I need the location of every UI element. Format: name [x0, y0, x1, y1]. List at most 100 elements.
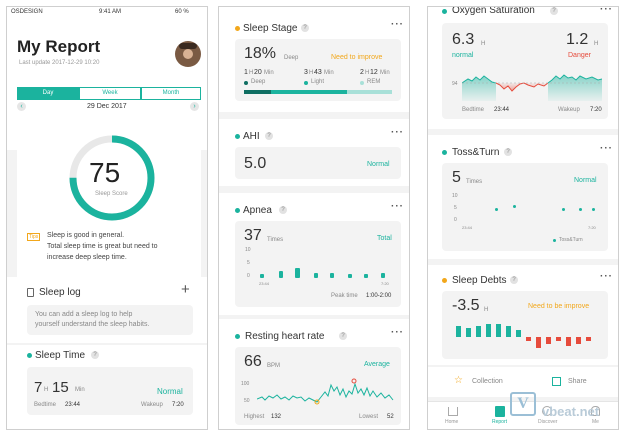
- toss-ytick: 0: [454, 217, 457, 223]
- toss-title: Toss&Turn: [452, 147, 500, 158]
- apnea-bar: [330, 273, 334, 278]
- oxygen-normal-status: normal: [452, 52, 474, 59]
- debt-bar: [496, 323, 501, 337]
- bedtime-label: Bedtime: [34, 402, 57, 408]
- ahi-value: 5.0: [244, 155, 267, 172]
- heart-unit: BPM: [267, 363, 281, 369]
- oxygen-wakeup-value: 7:20: [590, 107, 602, 113]
- sleep-stage-dot: [235, 26, 240, 31]
- tab-day[interactable]: Day: [17, 87, 79, 100]
- heart-ytick: 50: [244, 398, 250, 404]
- help-icon[interactable]: ?: [504, 148, 512, 156]
- nav-me[interactable]: Me: [592, 419, 599, 425]
- more-icon[interactable]: ···: [600, 271, 613, 282]
- rem-minutes: 12: [370, 69, 378, 76]
- rem-minutes-unit: Min: [380, 70, 390, 76]
- debt-bar: [536, 337, 541, 348]
- debt-bar: [566, 337, 571, 346]
- heart-dot: [235, 334, 240, 339]
- light-minutes-unit: Min: [324, 70, 334, 76]
- nav-discover[interactable]: Discover: [538, 419, 558, 425]
- report-screen: OSDESIGN 9:41 AM 60 % My Report Last upd…: [6, 6, 208, 430]
- more-icon[interactable]: ···: [600, 143, 613, 154]
- deep-minutes: 20: [254, 69, 262, 76]
- oxygen-dot: [442, 9, 447, 14]
- sleep-stage-card: Sleep Stage ? ··· 18% Deep Need to impro…: [219, 7, 409, 112]
- star-icon[interactable]: ☆: [454, 375, 463, 386]
- help-icon[interactable]: ?: [339, 332, 347, 340]
- sleep-time-title: Sleep Time: [35, 350, 86, 361]
- rem-hours-unit: H: [365, 70, 370, 76]
- deep-minutes-unit: Min: [264, 70, 274, 76]
- more-icon[interactable]: ···: [600, 6, 613, 15]
- heart-lowest-value: 52: [387, 414, 394, 420]
- deep-percent-label: Deep: [284, 55, 299, 61]
- debts-value: -3.5: [452, 297, 480, 314]
- help-icon[interactable]: ?: [510, 276, 518, 284]
- avatar[interactable]: [175, 41, 201, 67]
- rem-legend-dot: [360, 81, 364, 85]
- debts-title: Sleep Debts: [452, 275, 507, 286]
- ahi-dot: [235, 134, 240, 139]
- sleep-log-hint-2: yourself understand the sleep habits.: [35, 321, 150, 328]
- debts-bar-chart: [456, 323, 598, 355]
- more-icon[interactable]: ···: [391, 327, 404, 338]
- help-icon[interactable]: ?: [91, 351, 99, 359]
- help-icon[interactable]: ?: [279, 206, 287, 214]
- report-icon[interactable]: [495, 406, 505, 417]
- add-sleep-log-button[interactable]: +: [181, 281, 190, 298]
- tab-week[interactable]: Week: [79, 87, 141, 100]
- oxygen-normal-unit: H: [481, 41, 486, 47]
- apnea-bar: [364, 274, 368, 278]
- oxygen-panel: [442, 23, 608, 119]
- help-icon[interactable]: ?: [550, 7, 558, 15]
- debts-dot: [442, 278, 447, 283]
- sleep-time-dot: [27, 353, 32, 358]
- sleep-stage-status: Need to improve: [331, 54, 383, 61]
- share-button[interactable]: Share: [568, 378, 587, 385]
- home-icon[interactable]: [448, 407, 458, 416]
- heart-status: Average: [364, 361, 390, 368]
- more-icon[interactable]: ···: [391, 201, 404, 212]
- deep-hours: 1: [244, 69, 248, 76]
- sleep-minutes-unit: Min: [75, 387, 85, 393]
- debts-unit: H: [484, 307, 489, 313]
- debt-bar: [516, 330, 521, 337]
- discover-icon[interactable]: [542, 406, 552, 416]
- oxygen-danger-value: 1.2: [566, 31, 589, 48]
- nav-home[interactable]: Home: [445, 419, 459, 425]
- help-icon[interactable]: ?: [301, 24, 309, 32]
- sleep-score-ring: [69, 135, 155, 221]
- tip-line-3: increase deep sleep time.: [47, 254, 127, 261]
- sleep-minutes: 15: [52, 379, 69, 396]
- debt-bar: [506, 326, 511, 337]
- more-icon[interactable]: ···: [391, 127, 404, 138]
- oxygen-title: Oxygen Saturation: [452, 6, 535, 16]
- nav-report[interactable]: Report: [492, 419, 508, 425]
- collection-button[interactable]: Collection: [472, 378, 503, 385]
- oxygen-area-chart: [462, 74, 602, 101]
- more-icon[interactable]: ···: [391, 19, 404, 30]
- debt-bar: [576, 337, 581, 344]
- prev-date-icon[interactable]: ‹: [17, 102, 26, 111]
- help-icon[interactable]: ?: [265, 132, 273, 140]
- sleep-hours: 7: [34, 379, 43, 396]
- toss-legend-dot: [553, 239, 556, 242]
- oxygen-normal-value: 6.3: [452, 31, 475, 48]
- wakeup-value: 7:20: [172, 402, 184, 408]
- me-icon[interactable]: [591, 406, 600, 416]
- oxygen-bedtime-value: 23:44: [494, 107, 510, 113]
- carrier: OSDESIGN: [11, 9, 43, 15]
- share-icon[interactable]: [552, 377, 561, 386]
- sleep-time-card: Sleep Time ? 7 H 15 Min Normal Bedtime 2…: [7, 345, 207, 429]
- watermark-text: vbeat.net: [542, 404, 600, 419]
- peak-time-label: Peak time: [331, 293, 358, 299]
- toss-xtick-start: 23:44: [462, 225, 473, 230]
- next-date-icon[interactable]: ›: [190, 102, 199, 111]
- ahi-card: AHI ? ··· 5.0 Normal: [219, 119, 409, 186]
- watermark-logo: V: [510, 392, 536, 416]
- light-hours: 3: [304, 69, 308, 76]
- wakeup-label: Wakeup: [141, 402, 163, 408]
- debt-bar: [486, 323, 491, 337]
- tab-month[interactable]: Month: [141, 87, 201, 100]
